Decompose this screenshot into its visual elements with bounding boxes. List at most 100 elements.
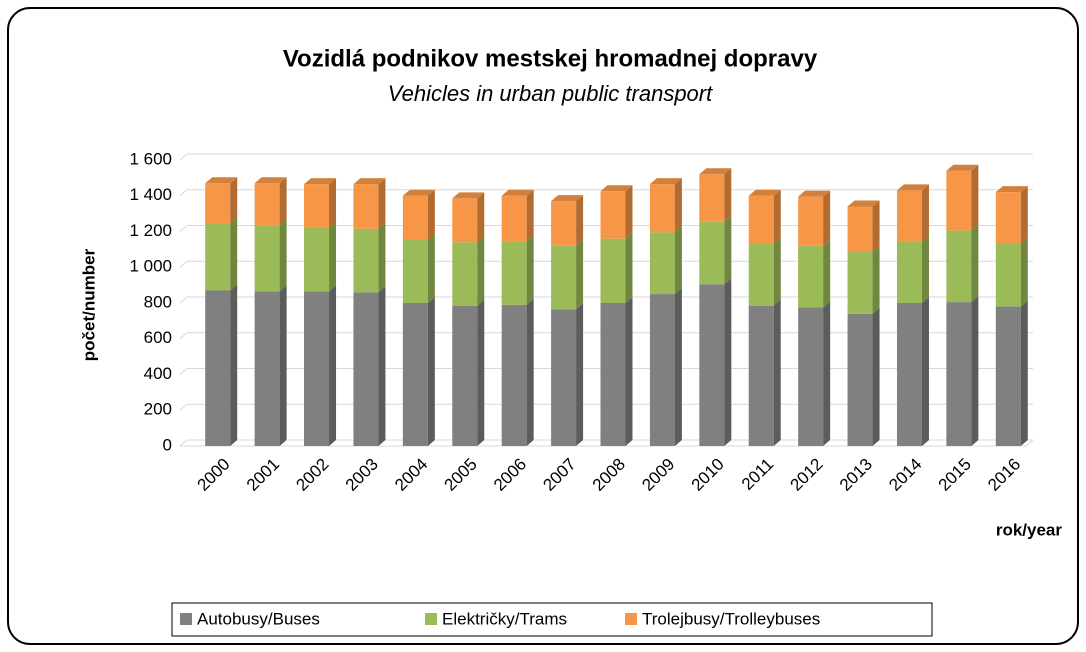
bar bbox=[649, 226, 682, 295]
bar-front bbox=[304, 291, 330, 446]
bar bbox=[304, 178, 337, 228]
legend-label: Električky/Trams bbox=[442, 609, 567, 628]
bar-top bbox=[699, 168, 732, 175]
y-tick-label: 600 bbox=[144, 328, 172, 347]
bar-side bbox=[576, 239, 584, 310]
bar-top bbox=[353, 178, 386, 185]
bar-side bbox=[230, 284, 238, 446]
bar-front bbox=[600, 303, 626, 446]
bar-side bbox=[279, 285, 287, 446]
bar-top bbox=[452, 192, 485, 199]
bar-side bbox=[576, 303, 584, 446]
bar-front bbox=[353, 292, 379, 446]
legend-label: Autobusy/Buses bbox=[197, 609, 320, 628]
bar-front bbox=[847, 206, 873, 253]
bar-front bbox=[649, 232, 675, 295]
bar-side bbox=[674, 288, 682, 446]
bar-top bbox=[649, 178, 682, 185]
bar-front bbox=[649, 184, 675, 233]
bar-front bbox=[254, 291, 280, 446]
bar bbox=[798, 301, 831, 446]
bar-front bbox=[452, 198, 478, 243]
bar-front bbox=[402, 195, 428, 240]
bar-front bbox=[748, 244, 774, 306]
bar-top bbox=[995, 186, 1028, 193]
bar-front bbox=[798, 196, 824, 246]
bar bbox=[551, 239, 584, 310]
bar-side bbox=[427, 297, 435, 446]
bar-side bbox=[724, 168, 732, 222]
bar-top bbox=[501, 189, 534, 196]
bar-side bbox=[773, 189, 781, 245]
bar-front bbox=[452, 305, 478, 446]
bar-top bbox=[600, 185, 633, 192]
bar bbox=[353, 222, 386, 293]
bar-side bbox=[625, 232, 633, 303]
bar-side bbox=[329, 285, 337, 446]
legend-swatch bbox=[425, 613, 437, 625]
bar bbox=[402, 233, 435, 303]
bar-front bbox=[995, 306, 1021, 446]
bar-front bbox=[600, 238, 626, 303]
bar-front bbox=[551, 245, 577, 310]
bar-side bbox=[378, 286, 386, 446]
bar-side bbox=[279, 219, 287, 292]
bar-side bbox=[674, 178, 682, 233]
bar-side bbox=[921, 235, 929, 303]
bar-top bbox=[896, 184, 929, 191]
bar bbox=[254, 177, 287, 226]
bar bbox=[600, 185, 633, 239]
bar bbox=[402, 189, 435, 240]
bar-front bbox=[946, 230, 972, 303]
bar-side bbox=[724, 278, 732, 446]
legend-swatch bbox=[625, 613, 637, 625]
bar bbox=[847, 200, 880, 253]
y-tick-label: 800 bbox=[144, 292, 172, 311]
chart-subtitle: Vehicles in urban public transport bbox=[388, 81, 713, 106]
bar-front bbox=[402, 303, 428, 446]
bar-front bbox=[551, 201, 577, 246]
grid-line bbox=[179, 189, 1033, 197]
bar-side bbox=[378, 178, 386, 229]
bar-side bbox=[427, 189, 435, 240]
bar-side bbox=[823, 190, 831, 246]
bar-front bbox=[205, 223, 231, 291]
chart-frame bbox=[7, 7, 1079, 645]
bar-top bbox=[946, 164, 979, 171]
chart-title: Vozidlá podnikov mestskej hromadnej dopr… bbox=[283, 45, 818, 72]
legend-swatch bbox=[180, 613, 192, 625]
bar bbox=[501, 298, 534, 446]
bar-side bbox=[1020, 186, 1028, 245]
bar-side bbox=[378, 222, 386, 293]
bar bbox=[946, 296, 979, 446]
legend bbox=[171, 602, 933, 637]
y-tick-label: 400 bbox=[144, 364, 172, 383]
bar-top bbox=[402, 189, 435, 196]
bar bbox=[353, 178, 386, 229]
bar-front bbox=[254, 225, 280, 292]
bar bbox=[748, 238, 781, 306]
bar bbox=[699, 278, 732, 446]
bar bbox=[205, 217, 238, 291]
bar bbox=[254, 219, 287, 292]
bar-side bbox=[329, 178, 337, 228]
bar-front bbox=[896, 241, 922, 303]
y-tick-label: 1 000 bbox=[129, 257, 172, 276]
bar-side bbox=[724, 215, 732, 285]
y-axis-label: počet/number bbox=[79, 248, 98, 361]
bar bbox=[304, 285, 337, 446]
bar bbox=[896, 297, 929, 446]
legend-label: Trolejbusy/Trolleybuses bbox=[642, 609, 820, 628]
bar-front bbox=[995, 192, 1021, 245]
bar-side bbox=[921, 184, 929, 242]
y-tick-label: 1 600 bbox=[129, 149, 172, 168]
bar-front bbox=[699, 284, 725, 446]
bar-front bbox=[748, 195, 774, 245]
bar-front bbox=[995, 244, 1021, 307]
bar-top bbox=[254, 177, 287, 184]
bar-side bbox=[477, 236, 485, 306]
bar-top bbox=[304, 178, 337, 185]
bar-side bbox=[773, 238, 781, 306]
bar bbox=[600, 232, 633, 303]
bar-front bbox=[501, 195, 527, 242]
